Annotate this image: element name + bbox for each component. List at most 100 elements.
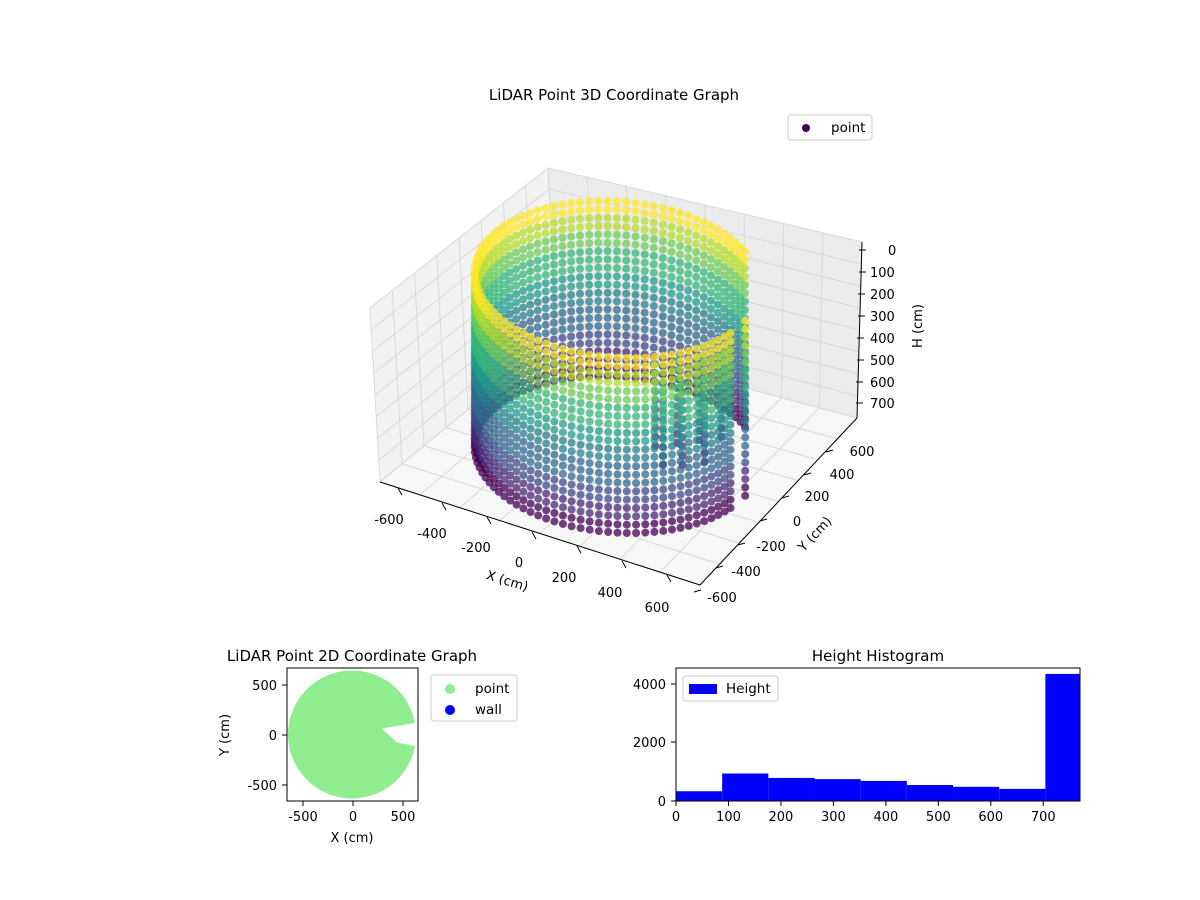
scatter-point-3d xyxy=(506,388,515,397)
scatter-point-3d xyxy=(534,361,543,370)
scatter-point-3d xyxy=(641,437,650,445)
scatter-point-3d xyxy=(613,495,622,504)
scatter-point-3d xyxy=(720,296,729,305)
scatter-point-3d xyxy=(684,438,693,447)
scatter-point-3d xyxy=(659,368,668,377)
grid-line xyxy=(370,188,550,331)
scatter-point-3d xyxy=(549,302,558,311)
scatter-point-3d xyxy=(707,430,716,439)
scatter-point-3d xyxy=(604,494,613,503)
scatter-point-3d xyxy=(506,338,515,347)
scatter-point-3d xyxy=(576,482,585,491)
scatter-point-3d xyxy=(676,423,685,432)
scatter-point-3d xyxy=(692,239,701,248)
scatter-point-3d xyxy=(533,289,542,298)
scatter-point-3d xyxy=(684,488,693,497)
scatter-point-3d xyxy=(500,492,509,501)
scatter-point-3d xyxy=(567,355,576,364)
scatter-point-3d xyxy=(558,461,567,470)
z-axis-line xyxy=(856,241,863,419)
histogram-bar xyxy=(814,779,861,801)
scatter-point-3d xyxy=(707,296,715,305)
hist-x-tick-label: 200 xyxy=(769,810,794,825)
scatter-point-3d xyxy=(594,410,603,419)
scatter-point-3d xyxy=(594,197,603,206)
scatter-point-3d xyxy=(585,280,594,289)
scatter-point-3d xyxy=(649,218,658,227)
scatter-point-3d xyxy=(526,358,535,366)
scatter-point-3d xyxy=(526,341,535,350)
scatter-point-3d xyxy=(658,337,667,346)
scatter-point-3d xyxy=(594,435,603,444)
scatter-point-3d xyxy=(512,408,521,417)
scatter-point-3d xyxy=(549,202,558,211)
scatter-point-3d xyxy=(604,453,613,461)
scatter-point-3d xyxy=(622,281,631,290)
scatter-point-3d xyxy=(500,417,509,426)
scatter-point-3d xyxy=(506,346,515,355)
scatter-point-3d xyxy=(658,245,667,254)
scatter-point-3d xyxy=(726,479,735,487)
scatter-point-3d xyxy=(714,411,723,419)
scatter-point-3d xyxy=(506,454,515,463)
scatter-point-3d xyxy=(604,369,613,378)
scatter-point-3d xyxy=(505,226,514,235)
scatter-point-3d xyxy=(649,202,658,210)
scatter-point-3d xyxy=(641,495,650,504)
scatter-point-3d xyxy=(659,526,668,535)
scatter-point-3d xyxy=(714,511,723,519)
scatter-point-3d xyxy=(526,458,535,466)
scatter-point-3d xyxy=(534,369,543,378)
scatter-point-3d xyxy=(550,425,559,434)
scatter-point-3d xyxy=(534,469,543,478)
scatter-point-3d xyxy=(641,445,650,454)
scatter-point-3d xyxy=(585,409,594,418)
scatter-point-3d xyxy=(650,419,659,428)
scatter-point-3d xyxy=(707,497,716,506)
y-tick-label-2d: 500 xyxy=(252,679,277,694)
y-tick-label-2d: -500 xyxy=(247,779,277,794)
scatter-point-3d xyxy=(632,379,641,387)
scatter-point-3d xyxy=(707,372,716,381)
scatter-point-3d xyxy=(519,504,528,513)
scatter-point-3d xyxy=(550,384,559,392)
scatter-point-3d xyxy=(567,299,576,308)
scatter-point-3d xyxy=(603,322,612,331)
scatter-point-3d xyxy=(720,246,729,255)
scatter-point-3d xyxy=(519,454,528,463)
scatter-point-3d xyxy=(667,214,676,223)
scatter-point-3d xyxy=(699,284,708,293)
scatter-point-3d xyxy=(641,470,650,479)
scatter-point-3d xyxy=(622,412,631,421)
scatter-point-3d xyxy=(650,377,659,386)
scatter-point-3d xyxy=(585,239,594,248)
scatter-point-3d xyxy=(632,487,641,496)
scatter-point-3d xyxy=(534,453,543,462)
scatter-point-3d xyxy=(668,433,676,442)
scatter-point-3d xyxy=(692,369,701,378)
scatter-point-3d xyxy=(585,500,594,509)
scatter-point-3d xyxy=(567,372,576,381)
scatter-point-3d xyxy=(707,280,715,288)
scatter-point-3d xyxy=(576,432,585,441)
histogram-bar xyxy=(999,788,1046,801)
scatter-point-3d xyxy=(692,428,701,436)
scatter-point-3d xyxy=(567,522,576,531)
scatter-point-3d xyxy=(649,335,658,344)
scatter-point-3d xyxy=(641,412,650,420)
scatter-point-3d xyxy=(707,271,715,280)
scatter-point-3d xyxy=(512,290,521,299)
scatter-point-3d xyxy=(542,431,551,440)
scatter-point-3d xyxy=(567,240,576,249)
scatter-point-3d xyxy=(622,395,631,404)
scatter-point-3d xyxy=(613,412,622,420)
scatter-point-3d xyxy=(714,502,723,511)
scatter-point-3d xyxy=(526,474,535,483)
z-tick-label: 700 xyxy=(870,397,895,412)
scatter-point-3d xyxy=(519,496,528,505)
scatter-point-3d xyxy=(549,318,558,327)
scatter-point-3d xyxy=(549,243,558,252)
scatter-point-3d xyxy=(505,301,514,310)
scatter-point-3d xyxy=(541,312,550,321)
scatter-point-3d xyxy=(740,264,749,273)
